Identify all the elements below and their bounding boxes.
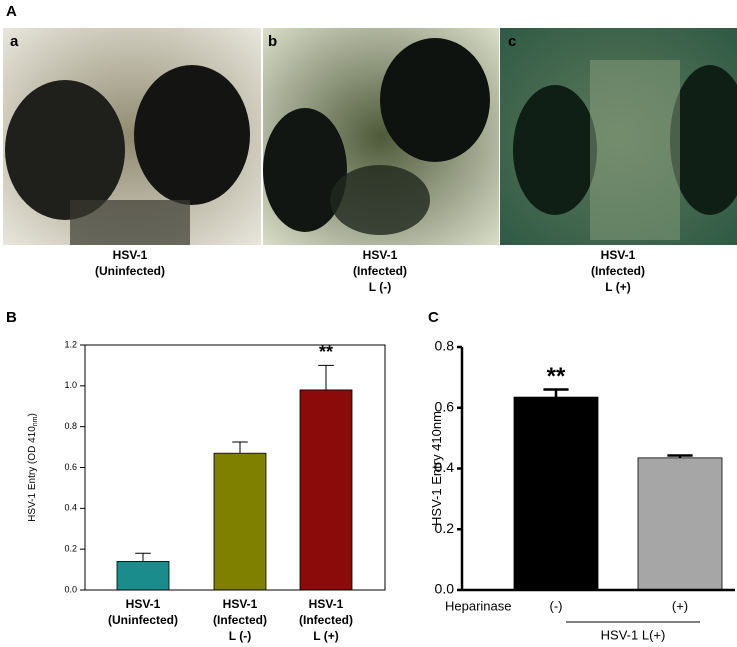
- y-tick-label: 1.2: [64, 339, 77, 349]
- error-bar: [135, 552, 151, 562]
- annotation: **: [547, 363, 566, 390]
- y-tick-label: 0.6: [435, 398, 455, 414]
- image-label: a: [10, 33, 19, 50]
- x-tick-label: (Infected): [213, 613, 267, 627]
- group-label: HSV-1 L(+): [601, 627, 666, 642]
- x-tick-label: HSV-1: [223, 597, 258, 611]
- image-caption: L (+): [605, 280, 630, 294]
- photo-a: [3, 28, 261, 245]
- image-caption: (Uninfected): [95, 264, 165, 278]
- annotation: **: [319, 342, 333, 362]
- y-tick-label: 0.2: [435, 520, 455, 536]
- x-axis-label: Heparinase: [445, 598, 512, 613]
- y-tick-label: 0.6: [64, 462, 77, 472]
- error-bar: [543, 388, 569, 398]
- y-axis-label-part: HSV-1 Entry (OD 410: [27, 426, 38, 522]
- bar: [116, 561, 170, 591]
- y-axis-label-part: ): [27, 413, 38, 416]
- image-caption: (Infected): [591, 264, 645, 278]
- error-bar: [667, 454, 693, 458]
- panel-label: A: [6, 3, 17, 20]
- panel-label: B: [6, 309, 17, 326]
- image-label: b: [268, 33, 277, 50]
- error-bar: [318, 364, 334, 390]
- bar: [637, 457, 723, 591]
- image-caption: L (-): [369, 280, 391, 294]
- photo-b: [263, 28, 499, 245]
- y-axis-label-part: HSV-1 Entry 410nm: [429, 411, 444, 526]
- y-tick-label: 0.8: [64, 421, 77, 431]
- y-tick-label: 0.8: [435, 338, 455, 354]
- x-tick-label: HSV-1: [126, 597, 161, 611]
- image-caption: (Infected): [353, 264, 407, 278]
- y-tick-label: 0.4: [64, 503, 77, 513]
- error-bar: [232, 441, 248, 454]
- x-tick-label: L (-): [229, 629, 251, 643]
- photo-c: [500, 28, 737, 245]
- image-label: c: [508, 33, 516, 50]
- x-tick-label: HSV-1: [309, 597, 344, 611]
- x-tick-label: (+): [672, 598, 688, 613]
- y-tick-label: 1.0: [64, 380, 77, 390]
- image-caption: HSV-1: [113, 248, 148, 262]
- x-tick-label: (Infected): [299, 613, 353, 627]
- y-tick-label: 0.4: [435, 459, 455, 475]
- plot-frame: [84, 344, 386, 591]
- bar: [213, 452, 267, 591]
- x-tick-label: (-): [550, 598, 563, 613]
- y-axis-label: HSV-1 Entry 410nm: [429, 411, 444, 526]
- y-axis-label: HSV-1 Entry (OD 410nm): [27, 413, 39, 522]
- x-tick-label: (Uninfected): [108, 613, 178, 627]
- bar: [299, 389, 353, 591]
- x-tick-label: L (+): [313, 629, 338, 643]
- image-caption: HSV-1: [363, 248, 398, 262]
- y-axis-label-part: nm: [32, 416, 39, 426]
- y-tick-label: 0.0: [435, 581, 455, 597]
- image-caption: HSV-1: [601, 248, 636, 262]
- y-tick-label: 0.0: [64, 584, 77, 594]
- bar: [513, 396, 599, 591]
- panel-label: C: [428, 309, 439, 326]
- y-tick-label: 0.2: [64, 544, 77, 554]
